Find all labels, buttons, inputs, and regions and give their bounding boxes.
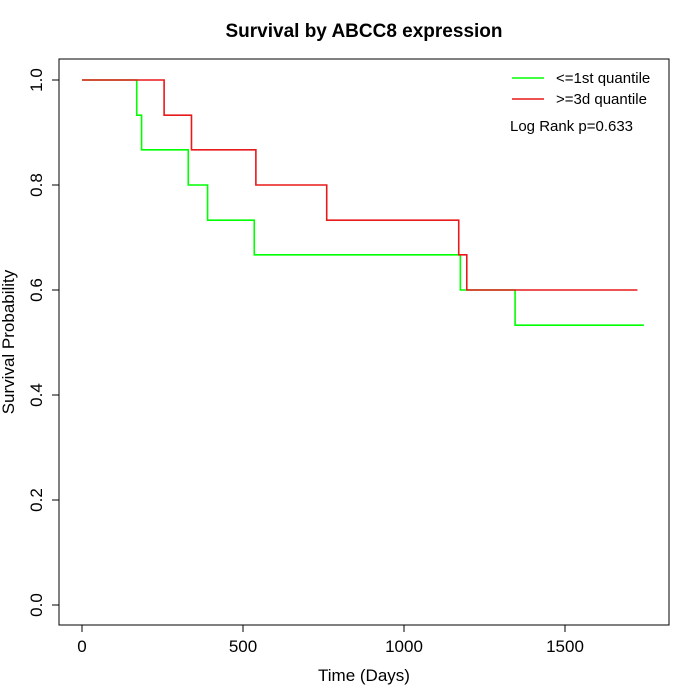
y-tick-label: 0.4 [27, 383, 46, 407]
x-tick-label: 0 [77, 637, 86, 656]
survival-curve-series-2 [82, 79, 638, 291]
y-axis-label: Survival Probability [0, 269, 18, 414]
legend-label: >=3d quantile [556, 91, 647, 108]
log-rank-annotation: Log Rank p=0.633 [510, 118, 633, 135]
series-layer [82, 79, 644, 326]
legend: <=1st quantile >=3d quantile [512, 70, 650, 108]
y-tick-label: 1.0 [27, 68, 46, 92]
x-tick-label: 1500 [546, 637, 584, 656]
y-tick-label: 0.8 [27, 173, 46, 197]
chart-title: Survival by ABCC8 expression [225, 21, 502, 42]
y-tick-label: 0.0 [27, 593, 46, 617]
survival-curve-series-1 [82, 79, 644, 326]
y-tick-label: 0.6 [27, 278, 46, 302]
x-axis-label: Time (Days) [318, 666, 410, 685]
y-axis: 0.0 0.2 0.4 0.6 0.8 1.0 [27, 68, 60, 617]
legend-label: <=1st quantile [556, 70, 650, 87]
x-tick-label: 1000 [385, 637, 423, 656]
y-tick-label: 0.2 [27, 488, 46, 512]
x-axis: 0 500 1000 1500 [77, 624, 584, 656]
plot-frame [58, 58, 670, 626]
x-tick-label: 500 [229, 637, 257, 656]
